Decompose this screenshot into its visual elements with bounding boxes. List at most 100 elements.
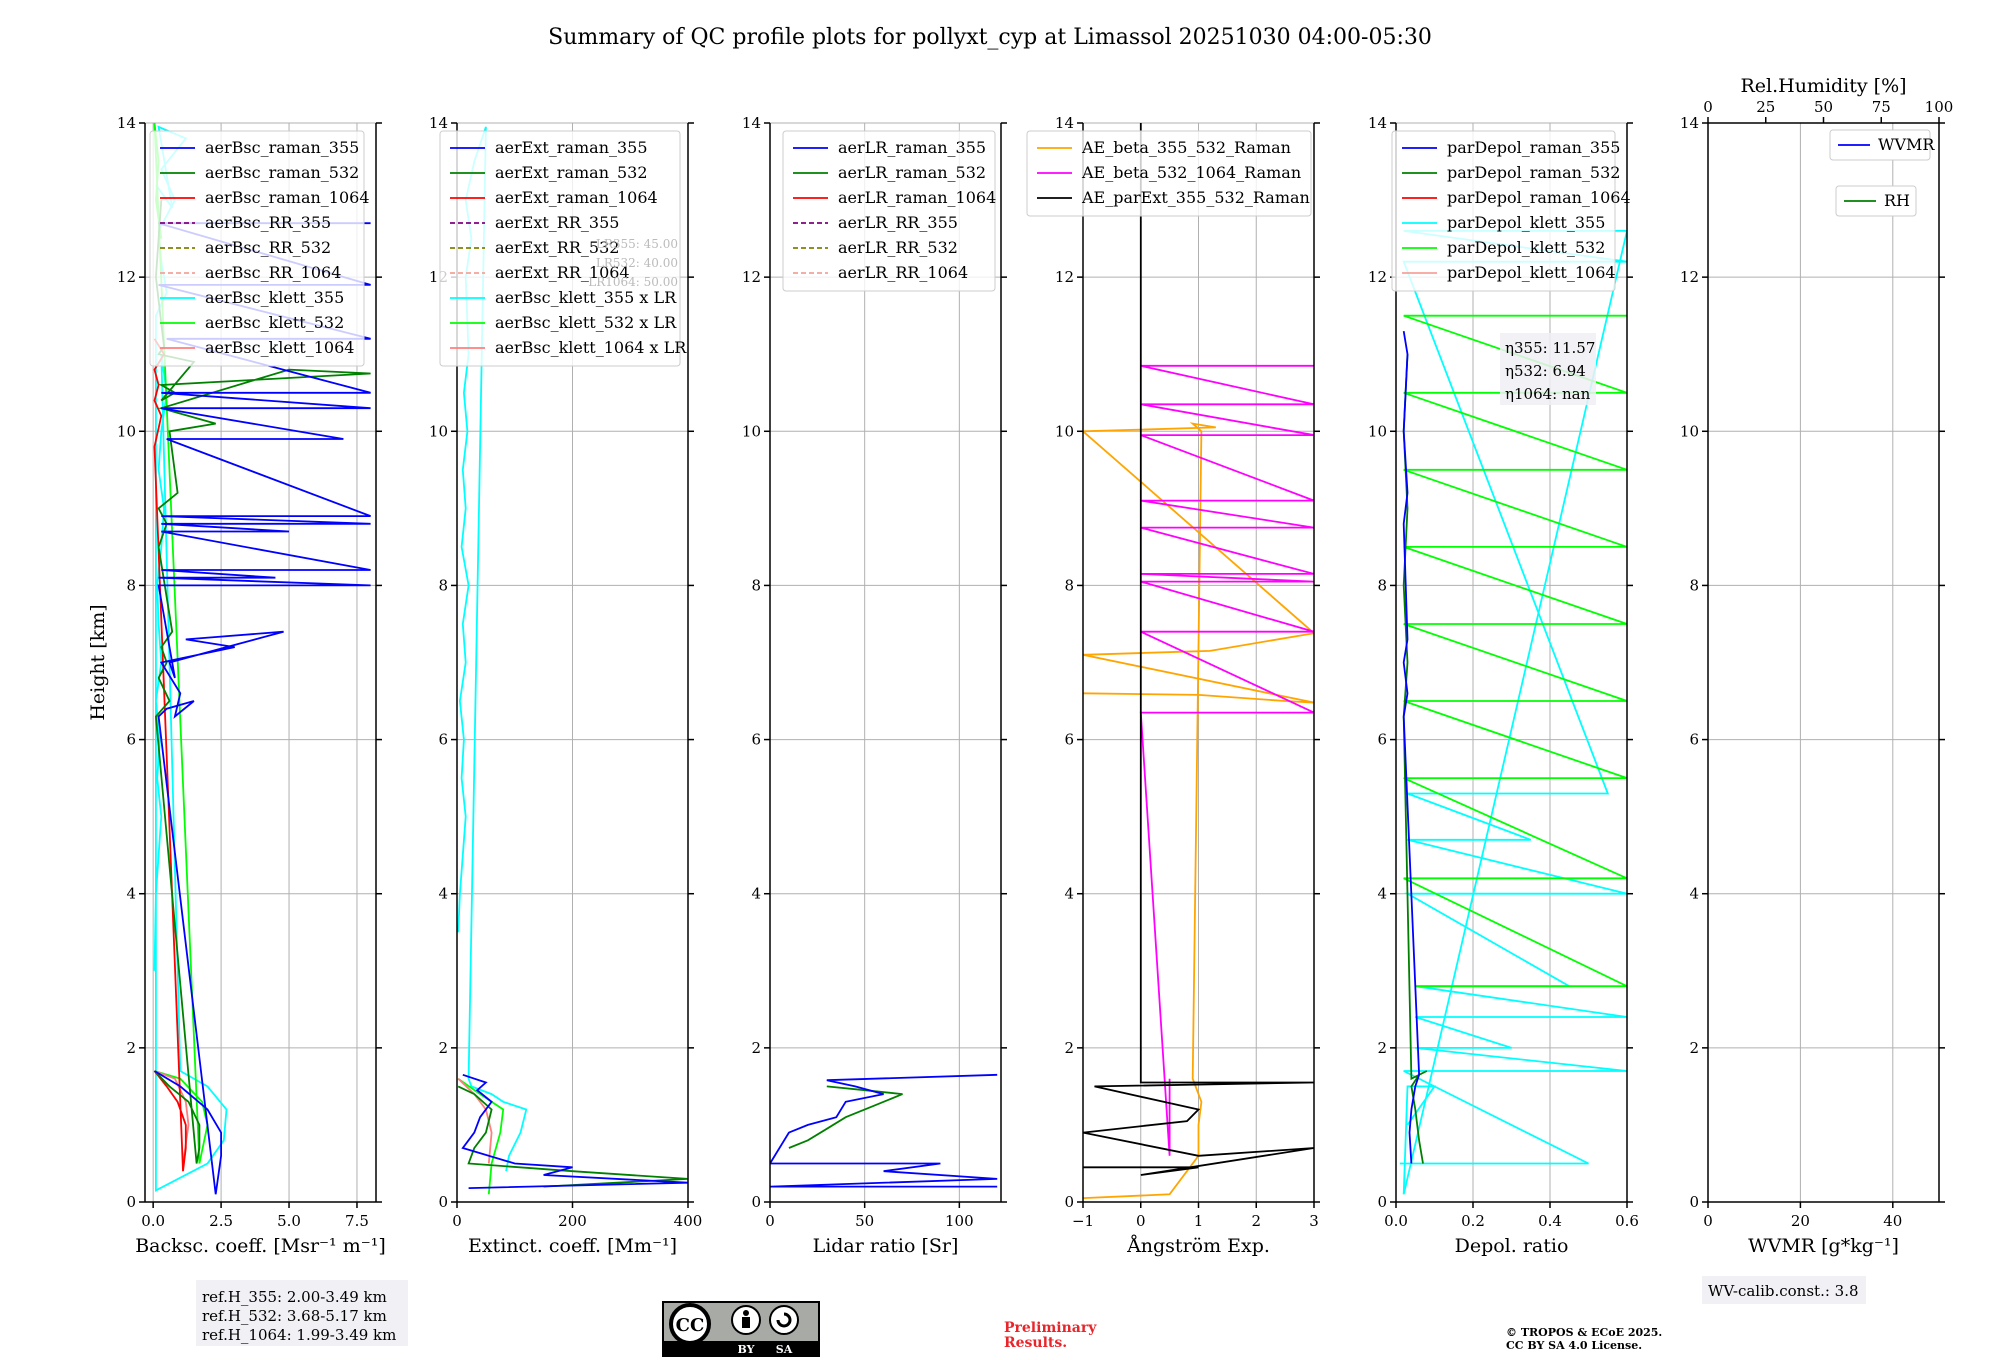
eta-label-2: η1064: nan xyxy=(1505,385,1591,403)
xtick-label-1: 200 xyxy=(558,1212,587,1230)
legend-label-aerbsc-raman-355: aerBsc_raman_355 xyxy=(205,138,359,157)
ytick-label-2: 4 xyxy=(751,885,761,903)
ytick-label-5: 10 xyxy=(429,422,448,440)
ytick-label-1: 2 xyxy=(1689,1039,1699,1057)
xtick-label-1: 0.2 xyxy=(1461,1212,1485,1230)
ytick-label-5: 10 xyxy=(1368,422,1387,440)
legend-label-aerlr-raman-355: aerLR_raman_355 xyxy=(838,138,986,157)
legend-label-aerlr-raman-532: aerLR_raman_532 xyxy=(838,163,986,182)
series-aerbsc-raman-355 xyxy=(154,222,371,1195)
legend-label-aerext-rr-355: aerExt_RR_355 xyxy=(495,213,619,232)
legend-label-aerlr-rr-1064: aerLR_RR_1064 xyxy=(838,263,968,282)
ref-height-1064: ref.H_1064: 1.99-3.49 km xyxy=(202,1326,396,1344)
series-ae-beta-355-532-raman xyxy=(1083,422,1314,1199)
legend-label-pardepol-raman-355: parDepol_raman_355 xyxy=(1447,138,1620,157)
cc-logo-text: CC xyxy=(676,1315,705,1336)
ytick-label-2: 4 xyxy=(438,885,448,903)
legend: parDepol_raman_355 parDepol_raman_532 parD… xyxy=(1391,130,1631,292)
ytick-label-7: 14 xyxy=(742,114,761,132)
ytick-label-2: 4 xyxy=(126,885,136,903)
legend: aerLR_raman_355 aerLR_raman_532 aerLR_rama… xyxy=(782,130,996,292)
x-axis-label: Ångström Exp. xyxy=(1126,1235,1270,1257)
ytick-label-2: 4 xyxy=(1689,885,1699,903)
copyright-line-1: © TROPOS & ECoE 2025. xyxy=(1506,1326,1662,1339)
x-axis-label: Lidar ratio [Sr] xyxy=(813,1235,959,1257)
lr-label-2: LR1064: 50.00 xyxy=(588,275,678,289)
top-xtick-label-0: 0 xyxy=(1703,98,1713,116)
sa-share-icon xyxy=(769,1305,799,1335)
xtick-label-2: 400 xyxy=(674,1212,703,1230)
series-pardepol-klett-532 xyxy=(1403,314,1627,988)
legend-label-aerbsc-rr-532: aerBsc_RR_532 xyxy=(205,238,331,257)
x-axis-label: Depol. ratio xyxy=(1455,1235,1569,1257)
xtick-label-2: 1 xyxy=(1194,1212,1204,1230)
ytick-label-6: 12 xyxy=(117,268,136,286)
ytick-label-1: 2 xyxy=(751,1039,761,1057)
legend-frame xyxy=(149,130,365,367)
legend-wvmr: WVMR xyxy=(1829,129,1935,161)
panel-depol: 0 2 4 6 8 10 12 14 0.0 0.2 0.4 0.6 Depol. ratio parDe… xyxy=(1368,114,1639,1257)
ytick-label-7: 14 xyxy=(117,114,136,132)
ytick-label-7: 14 xyxy=(1368,114,1387,132)
legend-label-aerext-rr-1064: aerExt_RR_1064 xyxy=(495,263,630,282)
legend-label-wvmr: WVMR xyxy=(1878,135,1935,154)
xtick-label-2: 5.0 xyxy=(277,1212,301,1230)
ytick-label-3: 6 xyxy=(1064,731,1074,749)
xtick-label-0: 0 xyxy=(1703,1212,1713,1230)
wv-calib-box: WV-calib.const.: 3.8 xyxy=(1702,1276,1866,1304)
top-xtick-label-4: 100 xyxy=(1925,98,1954,116)
ytick-label-6: 12 xyxy=(1680,268,1699,286)
legend-label-aerbsc-raman-1064: aerBsc_raman_1064 xyxy=(205,188,370,207)
xtick-label-0: 0 xyxy=(765,1212,775,1230)
series-aerbsc-klett-532-x-lr xyxy=(457,1077,505,1195)
legend-label-pardepol-raman-532: parDepol_raman_532 xyxy=(1447,163,1620,182)
legend-label-aerext-raman-532: aerExt_raman_532 xyxy=(495,163,648,182)
ytick-label-0: 0 xyxy=(438,1193,448,1211)
legend-frame xyxy=(1829,129,1931,161)
legend-label-aerbsc-rr-1064: aerBsc_RR_1064 xyxy=(205,263,341,282)
legend-rh: RH xyxy=(1835,185,1917,217)
eta-box xyxy=(1500,333,1596,405)
eta-label-0: η355: 11.57 xyxy=(1505,339,1595,357)
xtick-label-1: 20 xyxy=(1791,1212,1810,1230)
ytick-label-0: 0 xyxy=(1377,1193,1387,1211)
ytick-label-0: 0 xyxy=(1689,1193,1699,1211)
ytick-label-5: 10 xyxy=(1680,422,1699,440)
ref-height-532: ref.H_532: 3.68-5.17 km xyxy=(202,1307,387,1325)
legend-label-aerext-raman-355: aerExt_raman_355 xyxy=(495,138,648,157)
xtick-label-2: 0.4 xyxy=(1538,1212,1562,1230)
legend-label-aerbsc-raman-532: aerBsc_raman_532 xyxy=(205,163,359,182)
x-axis-label: Backsc. coeff. [Msr⁻¹ m⁻¹] xyxy=(135,1235,386,1257)
ytick-label-7: 14 xyxy=(1055,114,1074,132)
wv-calib-text: WV-calib.const.: 3.8 xyxy=(1708,1282,1859,1300)
ytick-label-2: 4 xyxy=(1064,885,1074,903)
ytick-label-1: 2 xyxy=(438,1039,448,1057)
ytick-label-0: 0 xyxy=(1064,1193,1074,1211)
legend-frame xyxy=(439,130,681,367)
legend-label-ae-parext-355-532-raman: AE_parExt_355_532_Raman xyxy=(1081,188,1310,207)
legend-label-aerbsc-klett-355: aerBsc_klett_355 xyxy=(205,288,344,307)
ytick-label-1: 2 xyxy=(126,1039,136,1057)
ytick-label-4: 8 xyxy=(438,576,448,594)
legend-label-aerbsc-klett-1064: aerBsc_klett_1064 xyxy=(205,338,354,357)
ytick-label-3: 6 xyxy=(1377,731,1387,749)
panel-backscatter: 0 2 4 6 8 10 12 14 0.0 2.5 5.0 7.5 Backsc. coeff. [M… xyxy=(87,114,386,1257)
xtick-label-1: 50 xyxy=(855,1212,874,1230)
series-pardepol-raman-355 xyxy=(1402,330,1421,1164)
legend-frame xyxy=(1026,130,1312,217)
legend-label-rh: RH xyxy=(1884,191,1910,210)
legend-label-ae-beta-532-1064-raman: AE_beta_532_1064_Raman xyxy=(1081,163,1301,182)
ref-height-355: ref.H_355: 2.00-3.49 km xyxy=(202,1288,387,1306)
xtick-label-0: 0.0 xyxy=(1384,1212,1408,1230)
y-axis-label: Height [km] xyxy=(87,604,109,720)
ytick-label-3: 6 xyxy=(438,731,448,749)
xtick-label-4: 3 xyxy=(1309,1212,1319,1230)
ytick-label-4: 8 xyxy=(1064,576,1074,594)
ytick-label-5: 10 xyxy=(117,422,136,440)
xtick-label-1: 2.5 xyxy=(209,1212,233,1230)
xtick-label-3: 0.6 xyxy=(1615,1212,1639,1230)
legend-label-ae-beta-355-532-raman: AE_beta_355_532_Raman xyxy=(1081,138,1291,157)
series-pardepol-raman-532 xyxy=(1402,354,1428,1164)
